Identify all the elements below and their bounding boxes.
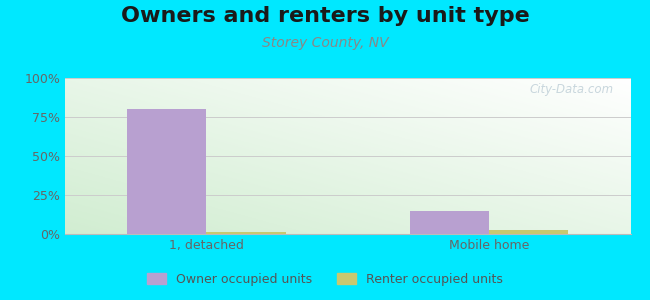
Bar xyxy=(410,211,489,234)
Bar xyxy=(207,232,285,234)
Text: City-Data.com: City-Data.com xyxy=(529,83,614,96)
Bar xyxy=(127,109,207,234)
Bar xyxy=(489,230,568,234)
Text: Storey County, NV: Storey County, NV xyxy=(262,36,388,50)
Text: Owners and renters by unit type: Owners and renters by unit type xyxy=(121,6,529,26)
Legend: Owner occupied units, Renter occupied units: Owner occupied units, Renter occupied un… xyxy=(142,268,508,291)
